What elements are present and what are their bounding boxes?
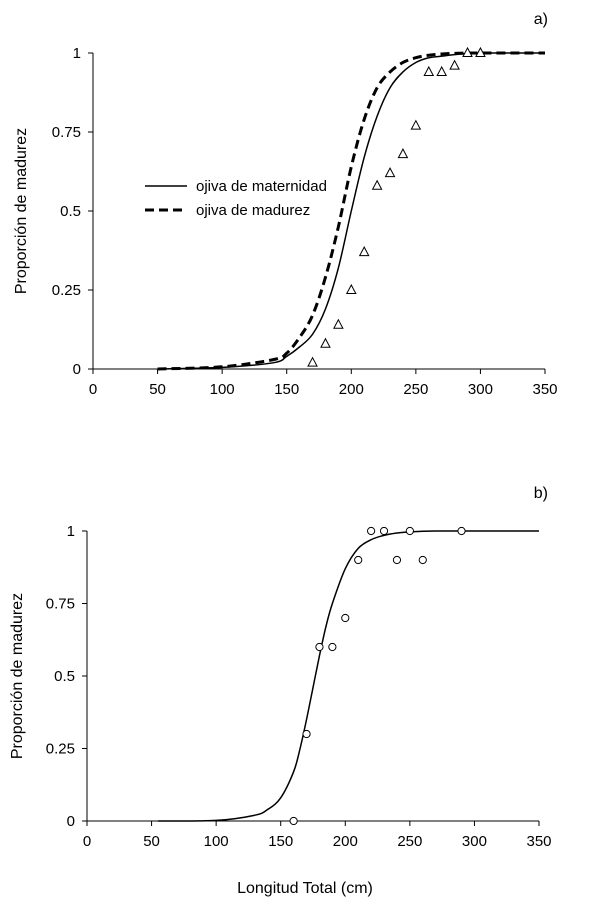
x-tick-label: 100	[210, 381, 235, 398]
x-tick-label: 50	[149, 381, 166, 398]
series-line-dashed	[157, 51, 545, 371]
x-axis-title: Longitud Total (cm)	[237, 880, 373, 897]
y-tick-label: 1	[73, 45, 81, 62]
x-tick-label: 50	[143, 833, 160, 850]
data-point-circle	[328, 642, 337, 652]
data-point-triangle	[449, 59, 460, 70]
y-axis-title: Proporción de madurez	[13, 128, 30, 294]
data-point-circle	[418, 555, 427, 565]
data-point-circle	[392, 555, 402, 565]
x-tick-label: 100	[204, 833, 229, 850]
x-tick-label: 0	[83, 833, 91, 850]
data-point-circle	[315, 642, 324, 652]
data-point-circle	[302, 729, 311, 739]
data-point-triangle	[410, 119, 422, 130]
data-point-circle	[354, 555, 363, 565]
panel-label: b)	[534, 485, 548, 502]
panel-a: 0 50 100 150 200 250 300 350 0 0.25 0.5 0.75 1 Propor…	[13, 11, 558, 398]
x-tick-label: 250	[397, 833, 422, 850]
x-tick-label: 200	[339, 381, 364, 398]
series-line-solid	[158, 530, 539, 822]
y-tick-label: 0	[67, 813, 75, 830]
legend-label: ojiva de maternidad	[196, 178, 327, 195]
x-tick-label: 150	[274, 381, 299, 398]
x-tick-label: 300	[462, 833, 487, 850]
x-tick-label: 200	[333, 833, 358, 850]
y-tick-label: 0.75	[46, 596, 75, 613]
data-point-triangle	[475, 46, 486, 57]
y-tick-label: 0.5	[54, 668, 75, 685]
x-tick-label: 150	[268, 833, 293, 850]
data-point-triangle	[307, 356, 318, 367]
panel-b: 0 50 100 150 200 250 300 350 0 0.25 0.5 0.75 1 Propor…	[9, 485, 552, 897]
data-point-triangle	[397, 148, 409, 159]
data-point-circle	[405, 526, 414, 536]
data-point-circle	[341, 613, 350, 623]
data-point-triangle	[462, 46, 473, 57]
data-point-circle	[289, 816, 298, 826]
x-tick-label: 0	[89, 381, 97, 398]
data-point-circle	[457, 526, 466, 536]
data-point-triangle	[371, 179, 383, 190]
y-tick-label: 0	[73, 361, 81, 378]
data-point-circle	[379, 526, 389, 536]
data-point-circle	[367, 526, 376, 536]
x-tick-label: 300	[468, 381, 493, 398]
x-tick-label: 250	[403, 381, 428, 398]
x-tick-label: 350	[526, 833, 551, 850]
y-tick-label: 0.25	[46, 741, 75, 758]
y-axis-title: Proporción de madurez	[9, 593, 26, 759]
x-tick-label: 350	[532, 381, 557, 398]
data-point-triangle	[423, 65, 435, 76]
data-point-triangle	[345, 283, 357, 294]
y-tick-label: 0.5	[60, 203, 81, 220]
data-point-triangle	[333, 318, 344, 329]
data-point-triangle	[320, 337, 331, 348]
panel-label: a)	[534, 11, 548, 28]
legend-label: ojiva de madurez	[196, 202, 310, 219]
y-tick-label: 0.25	[52, 282, 81, 299]
data-point-triangle	[358, 246, 370, 257]
y-tick-label: 0.75	[52, 124, 81, 141]
data-point-triangle	[384, 167, 396, 178]
y-tick-label: 1	[67, 523, 75, 540]
data-point-triangle	[436, 65, 448, 76]
